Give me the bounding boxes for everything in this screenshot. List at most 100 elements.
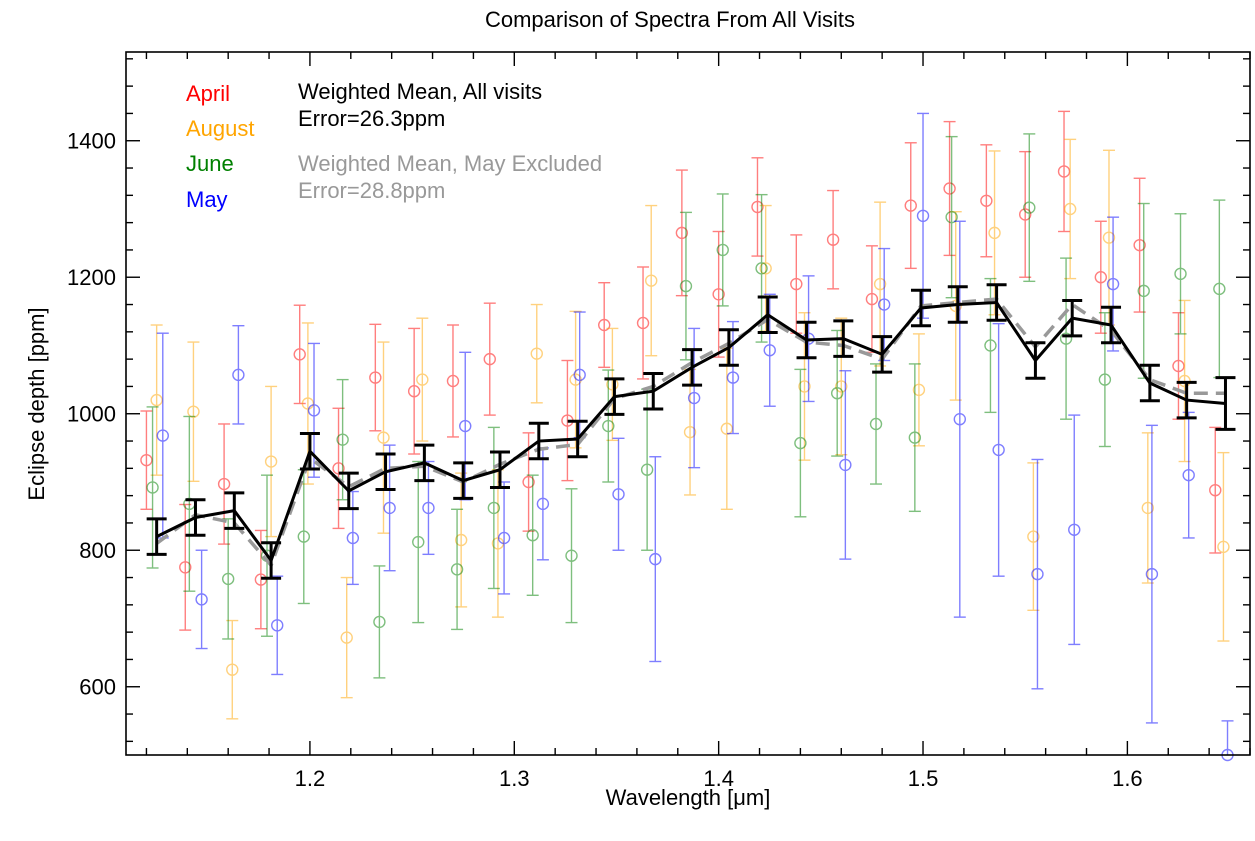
august-marker: [645, 274, 658, 287]
april-point: [407, 327, 421, 455]
june-marker: [602, 419, 615, 433]
may-point: [612, 437, 625, 551]
august-marker: [835, 380, 848, 393]
june-point: [146, 406, 159, 569]
weighted-mean-all-visits-line: [155, 300, 1226, 564]
may-point: [687, 327, 701, 469]
may-marker: [763, 344, 776, 357]
plot-frame: [125, 51, 1251, 756]
june-marker: [830, 387, 844, 400]
april-point: [980, 144, 993, 258]
june-marker: [297, 530, 310, 543]
june-marker: [526, 529, 539, 542]
x-tick-label: 1.3: [499, 766, 530, 791]
april-marker: [712, 288, 725, 301]
may-marker: [195, 593, 208, 606]
june-point: [794, 368, 807, 518]
april-point: [943, 120, 956, 257]
may-marker: [346, 531, 360, 545]
august-point: [377, 341, 390, 534]
may-point: [271, 575, 284, 676]
may-marker: [1145, 567, 1159, 581]
april-point: [140, 410, 153, 510]
april-point: [826, 189, 840, 290]
june-point: [869, 363, 883, 485]
april-marker: [865, 292, 879, 306]
april-point: [865, 245, 879, 354]
april-marker: [217, 477, 231, 491]
june-marker: [1174, 267, 1187, 281]
june-point: [755, 193, 768, 343]
series-layer: [140, 110, 1236, 762]
may-point: [497, 481, 511, 595]
june-marker: [336, 433, 349, 446]
august-point: [416, 317, 429, 442]
april-point: [1094, 220, 1108, 334]
april-marker: [369, 371, 382, 384]
april-marker: [407, 385, 421, 398]
june-point: [640, 388, 654, 551]
august-marker: [416, 373, 429, 386]
series-june: [146, 133, 1226, 679]
may-point: [992, 322, 1005, 577]
may-marker: [1106, 277, 1120, 291]
may-point: [726, 320, 740, 435]
june-marker: [412, 535, 425, 549]
august-marker: [530, 347, 543, 360]
june-point: [450, 508, 464, 631]
may-marker: [573, 368, 586, 382]
may-point: [1145, 424, 1159, 724]
june-marker: [984, 339, 997, 352]
august-marker: [873, 277, 887, 291]
june-marker: [373, 615, 386, 629]
june-marker: [794, 436, 807, 450]
april-marker: [293, 348, 306, 361]
y-tick-label: 800: [79, 538, 116, 563]
june-marker: [146, 481, 159, 494]
august-point: [187, 341, 200, 483]
april-point: [1209, 426, 1222, 554]
august-point: [340, 576, 353, 699]
june-point: [336, 378, 349, 501]
may-point: [1031, 458, 1044, 690]
june-point: [1213, 199, 1226, 379]
june-point: [1098, 312, 1112, 448]
june-marker: [487, 501, 501, 515]
august-marker: [759, 262, 772, 275]
may-point: [916, 112, 930, 319]
april-marker: [790, 277, 803, 291]
august-marker: [377, 431, 390, 444]
august-marker: [187, 405, 200, 418]
june-point: [908, 363, 922, 513]
legend-april: April: [186, 81, 230, 106]
may-point: [383, 444, 396, 572]
x-tick-label: 1.5: [908, 766, 939, 791]
june-marker: [1059, 332, 1073, 345]
april-point: [446, 324, 460, 438]
april-marker: [446, 374, 460, 388]
may-marker: [271, 619, 284, 632]
may-point: [763, 293, 776, 407]
april-marker: [943, 182, 956, 195]
x-tick-label: 1.4: [703, 766, 734, 791]
legend-may: May: [186, 187, 228, 212]
august-marker: [1063, 202, 1077, 216]
series-weighted-mean-all-visits: [146, 283, 1236, 580]
may-marker: [497, 531, 511, 545]
may-point: [536, 447, 550, 561]
august-point: [1102, 149, 1116, 326]
june-point: [1023, 133, 1036, 283]
june-point: [1059, 257, 1073, 420]
may-marker: [687, 391, 701, 405]
june-point: [373, 565, 386, 679]
may-marker: [612, 488, 625, 501]
august-marker: [454, 533, 468, 547]
x-tick-label: 1.6: [1112, 766, 1143, 791]
may-point: [195, 549, 208, 650]
august-point: [1063, 138, 1077, 280]
y-axis: 600 800 1000 1200 1400: [67, 58, 1250, 743]
april-point: [904, 142, 917, 270]
june-marker: [221, 572, 235, 586]
june-marker: [755, 262, 768, 275]
